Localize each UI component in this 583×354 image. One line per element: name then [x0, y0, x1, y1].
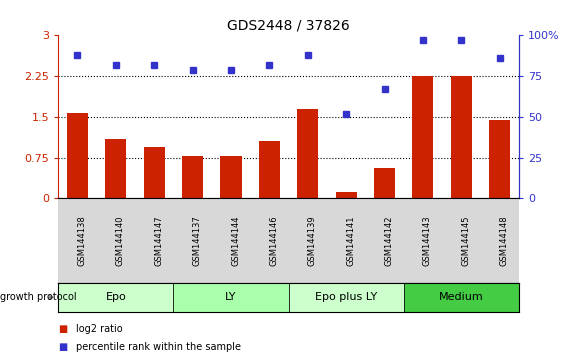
Text: GSM144140: GSM144140: [116, 216, 125, 266]
Bar: [297, 109, 318, 198]
Bar: [67, 113, 88, 198]
Bar: [451, 75, 472, 198]
Text: percentile rank within the sample: percentile rank within the sample: [76, 342, 241, 352]
Bar: [336, 192, 357, 198]
Bar: [259, 141, 280, 198]
Text: GSM144138: GSM144138: [78, 215, 86, 266]
Text: GSM144148: GSM144148: [500, 215, 509, 266]
Text: ■: ■: [58, 342, 68, 352]
Text: GSM144147: GSM144147: [154, 215, 163, 266]
Text: Epo plus LY: Epo plus LY: [315, 292, 377, 302]
Text: Epo: Epo: [106, 292, 127, 302]
Bar: [174, 283, 289, 312]
Bar: [412, 76, 434, 198]
Text: growth protocol: growth protocol: [0, 292, 76, 302]
Text: log2 ratio: log2 ratio: [76, 324, 122, 334]
Bar: [374, 169, 395, 198]
Text: ■: ■: [58, 324, 68, 334]
Bar: [489, 120, 510, 198]
Title: GDS2448 / 37826: GDS2448 / 37826: [227, 19, 350, 33]
Bar: [143, 147, 165, 198]
Bar: [58, 283, 174, 312]
Text: GSM144139: GSM144139: [308, 215, 317, 266]
Text: GSM144144: GSM144144: [231, 216, 240, 266]
Bar: [403, 283, 519, 312]
Text: GSM144146: GSM144146: [269, 215, 279, 266]
Bar: [182, 156, 203, 198]
Text: Medium: Medium: [439, 292, 484, 302]
Bar: [220, 156, 241, 198]
Text: GSM144137: GSM144137: [192, 215, 202, 266]
Bar: [106, 138, 127, 198]
Text: LY: LY: [225, 292, 237, 302]
Text: GSM144145: GSM144145: [461, 216, 470, 266]
Text: GSM144141: GSM144141: [346, 216, 355, 266]
Text: GSM144143: GSM144143: [423, 215, 432, 266]
Bar: [289, 283, 403, 312]
Text: GSM144142: GSM144142: [385, 216, 394, 266]
